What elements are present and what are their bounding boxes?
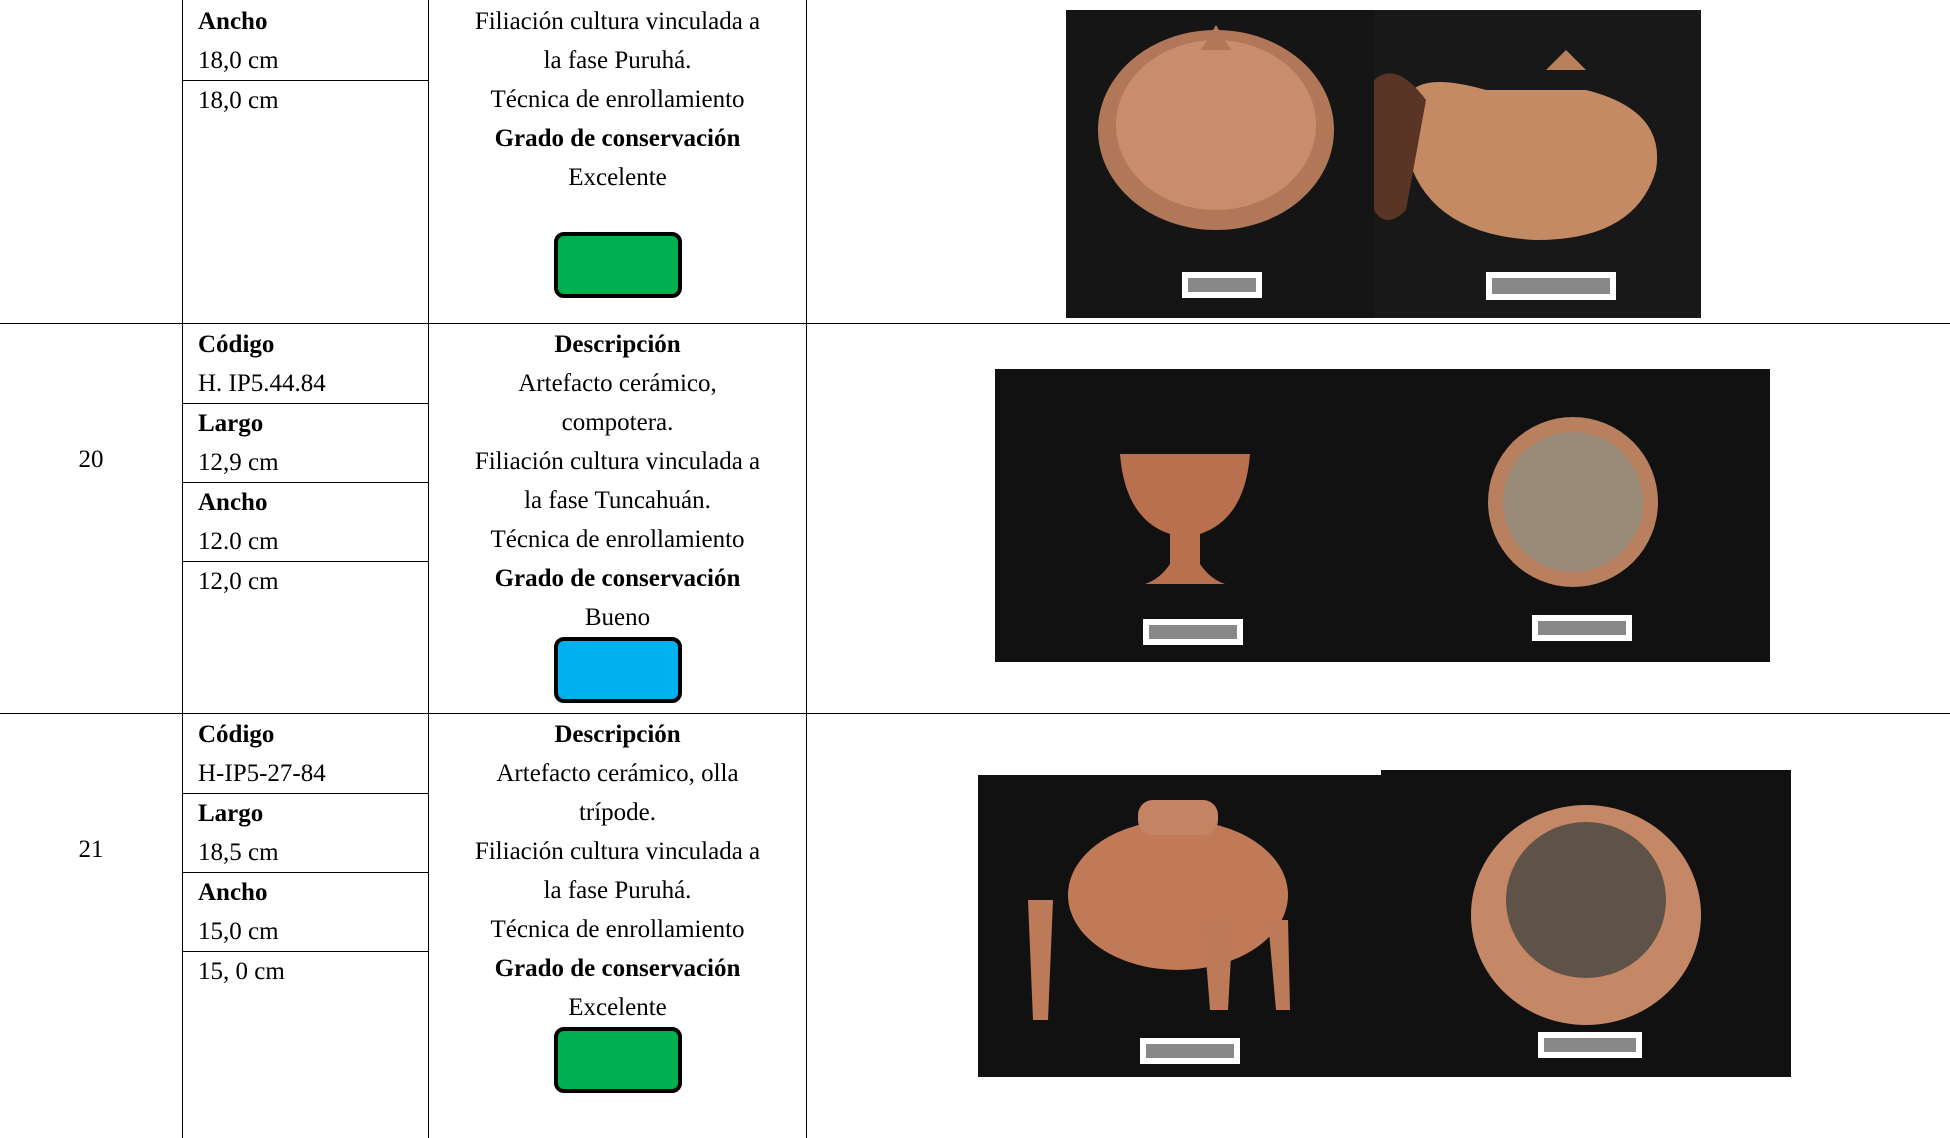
description-line: Artefacto cerámico, olla bbox=[496, 760, 739, 787]
field: 12,0 cm bbox=[183, 561, 428, 601]
field-label: Ancho bbox=[198, 879, 268, 906]
condition-label: Grado de conservación bbox=[494, 565, 741, 592]
field: Ancho 12.0 cm bbox=[183, 482, 428, 561]
description-line: compotera. bbox=[561, 409, 674, 436]
description-line: Técnica de enrollamiento bbox=[490, 526, 745, 553]
col-line bbox=[428, 0, 429, 1138]
description-line: la fase Tuncahuán. bbox=[524, 487, 711, 514]
col-line bbox=[806, 0, 807, 1138]
description-cell: Descripción Artefacto cerámico, compotera.… bbox=[429, 325, 806, 715]
field: Ancho 18,0 cm bbox=[183, 2, 428, 80]
field: Ancho 15,0 cm bbox=[183, 872, 428, 951]
field-value: H. IP5.44.84 bbox=[198, 370, 326, 397]
measure-cell: Ancho 18,0 cm 18,0 cm bbox=[183, 2, 428, 325]
field: 18,0 cm bbox=[183, 80, 428, 120]
description-line: la fase Puruhá. bbox=[543, 47, 692, 74]
col-line bbox=[182, 0, 183, 1138]
field-value: 18,0 cm bbox=[198, 47, 279, 74]
field-label: Ancho bbox=[198, 8, 268, 35]
measure-cell: Código H. IP5.44.84 Largo 12,9 cm Ancho 12.0 … bbox=[183, 325, 428, 715]
row-number: 20 bbox=[78, 446, 104, 473]
condition-swatch bbox=[553, 637, 682, 703]
measure-cell: Código H-IP5-27-84 Largo 18,5 cm Ancho 15,0 c… bbox=[183, 715, 428, 1138]
condition-swatch bbox=[553, 232, 682, 298]
field-value: 12.0 cm bbox=[198, 528, 279, 555]
description-line: trípode. bbox=[578, 799, 657, 826]
description-cell: Descripción Artefacto cerámico, olla trípo… bbox=[429, 715, 806, 1138]
condition-label: Grado de conservación bbox=[494, 955, 741, 982]
condition-swatch bbox=[553, 1027, 682, 1093]
field-value: 18,0 cm bbox=[198, 87, 279, 114]
field-label: Largo bbox=[198, 800, 264, 827]
field: Código H-IP5-27-84 bbox=[183, 715, 428, 793]
description-line: Filiación cultura vinculada a bbox=[474, 8, 761, 35]
row-line bbox=[0, 713, 1950, 714]
description-line: Técnica de enrollamiento bbox=[490, 86, 745, 113]
condition: Bueno bbox=[584, 604, 651, 631]
field-value: 18,5 cm bbox=[198, 839, 279, 866]
description-heading: Descripción bbox=[554, 721, 681, 748]
description-line: la fase Puruhá. bbox=[543, 877, 692, 904]
photo bbox=[995, 369, 1770, 662]
field-label: Largo bbox=[198, 410, 264, 437]
photo bbox=[1066, 10, 1701, 318]
description-line: Filiación cultura vinculada a bbox=[474, 838, 761, 865]
photo bbox=[978, 770, 1791, 1077]
condition: Excelente bbox=[568, 164, 667, 191]
description-line: Artefacto cerámico, bbox=[518, 370, 717, 397]
field: Largo 18,5 cm bbox=[183, 793, 428, 872]
row-line bbox=[0, 323, 1950, 324]
description-heading: Descripción bbox=[554, 331, 681, 358]
description-cell: Filiación cultura vinculada a la fase Pur… bbox=[429, 2, 806, 325]
field: Código H. IP5.44.84 bbox=[183, 325, 428, 403]
field-label: Código bbox=[198, 721, 275, 748]
field: Largo 12,9 cm bbox=[183, 403, 428, 482]
field-value: 15,0 cm bbox=[198, 918, 279, 945]
condition: Excelente bbox=[568, 994, 667, 1021]
field-value: 12,0 cm bbox=[198, 568, 279, 595]
description-line: Filiación cultura vinculada a bbox=[474, 448, 761, 475]
field-label: Ancho bbox=[198, 489, 268, 516]
field-value: H-IP5-27-84 bbox=[198, 760, 326, 787]
condition-label: Grado de conservación bbox=[494, 125, 741, 152]
description-line: Técnica de enrollamiento bbox=[490, 916, 745, 943]
field-label: Código bbox=[198, 331, 275, 358]
field: 15, 0 cm bbox=[183, 951, 428, 991]
row-number: 21 bbox=[78, 836, 104, 863]
field-value: 12,9 cm bbox=[198, 449, 279, 476]
field-value: 15, 0 cm bbox=[198, 958, 285, 985]
